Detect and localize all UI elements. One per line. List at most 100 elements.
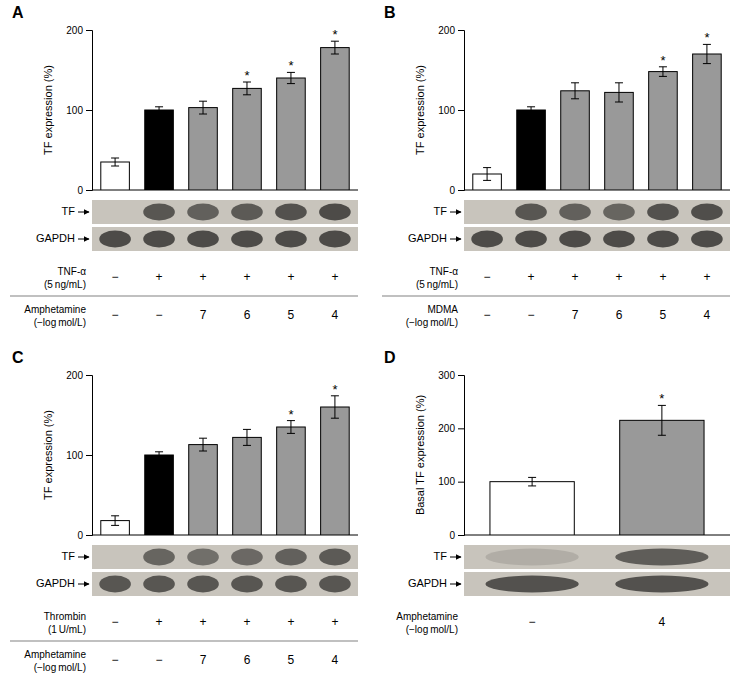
panel-label: D	[384, 349, 396, 366]
blot-band	[603, 231, 635, 248]
blot-band	[143, 549, 175, 566]
y-tick: 0	[77, 530, 92, 541]
row-value: −	[112, 615, 119, 629]
blot-arrow	[78, 212, 89, 213]
error-bar	[615, 83, 623, 102]
row-value: +	[243, 270, 250, 284]
row-label: TNF-α	[57, 266, 86, 277]
y-tick: 200	[66, 25, 92, 36]
significance-mark: *	[288, 407, 293, 422]
y-tick-mark	[458, 30, 464, 31]
row-value: +	[156, 270, 163, 284]
blot: TF	[434, 545, 730, 569]
y-tick: 100	[66, 450, 92, 461]
row-value: +	[528, 270, 535, 284]
blot-band	[691, 204, 723, 221]
y-tick-label: 100	[66, 105, 83, 116]
blot-band	[319, 231, 351, 248]
y-tick-label: 0	[77, 185, 83, 196]
blot-background	[92, 572, 358, 596]
blot-arrow	[450, 239, 461, 240]
bar	[605, 92, 634, 190]
y-tick-mark	[458, 375, 464, 376]
x-axis-line	[464, 190, 730, 191]
row-value: 6	[244, 653, 251, 667]
y-tick: 100	[66, 105, 92, 116]
blot-band	[143, 231, 175, 248]
blot-band	[231, 231, 263, 248]
blot: GAPDH	[36, 572, 358, 596]
significance-mark: *	[288, 58, 293, 73]
row-value: 7	[200, 653, 207, 667]
x-axis-line	[92, 535, 358, 536]
blot-label: TF	[434, 550, 448, 562]
blot-background	[464, 200, 730, 224]
blot: TF	[62, 545, 358, 569]
blot: TF	[434, 200, 730, 224]
blot-band	[143, 204, 175, 221]
row-value: +	[200, 270, 207, 284]
plot-area	[490, 405, 704, 535]
row-value: −	[484, 308, 491, 322]
panel-label: B	[384, 4, 396, 21]
bar	[321, 407, 350, 535]
blot-label: GAPDH	[408, 577, 447, 589]
blot-background	[464, 227, 730, 251]
blot-band	[319, 204, 351, 221]
blot-background	[464, 545, 730, 569]
error-bar	[528, 477, 536, 486]
error-bar	[111, 516, 119, 526]
row-value: 4	[659, 615, 666, 629]
blot-label: GAPDH	[408, 232, 447, 244]
blot: GAPDH	[36, 227, 358, 251]
blot-label: TF	[62, 205, 76, 217]
y-axis-line	[458, 376, 465, 536]
blot-band	[485, 576, 578, 593]
blot-arrow	[450, 212, 461, 213]
row-value: −	[112, 270, 119, 284]
plot-area	[101, 396, 349, 535]
y-axis: 0 100 200	[66, 370, 92, 541]
y-tick-mark	[86, 190, 92, 191]
error-bar	[659, 67, 667, 77]
bar	[145, 455, 174, 535]
plot-area	[101, 41, 349, 190]
row-label: (−log mol/L)	[34, 662, 86, 673]
bar	[189, 108, 218, 190]
bar	[517, 110, 546, 190]
bar	[233, 437, 262, 535]
error-bar	[287, 421, 295, 434]
label-row: Amphetamine(−log mol/L)−4	[396, 611, 665, 635]
error-bar	[287, 72, 295, 83]
significance-mark: *	[704, 30, 709, 45]
panel-label: A	[12, 4, 24, 21]
row-value: +	[703, 270, 710, 284]
row-divider	[10, 641, 358, 642]
blot-background	[92, 545, 358, 569]
y-axis-title: TF expression (%)	[42, 65, 54, 155]
y-tick-label: 100	[438, 476, 455, 487]
panel: B0100200TF expression (%)**TFGAPDHTNF-α(…	[382, 4, 730, 328]
blot-background	[92, 227, 358, 251]
y-axis: 0100200	[438, 25, 464, 196]
blot-arrow	[78, 584, 89, 585]
row-value: 4	[332, 308, 339, 322]
bar	[620, 420, 704, 535]
blot-band	[275, 204, 307, 221]
row-value: 4	[704, 308, 711, 322]
significance-mark: *	[660, 53, 665, 68]
row-value: +	[331, 615, 338, 629]
blot-label: GAPDH	[36, 577, 75, 589]
row-value: −	[156, 653, 163, 667]
error-bar	[155, 107, 163, 113]
blot-band	[143, 576, 175, 593]
error-bar	[199, 101, 207, 114]
row-value: 7	[572, 308, 579, 322]
row-value: −	[528, 308, 535, 322]
y-tick: 200	[66, 370, 92, 381]
row-value: 5	[288, 653, 295, 667]
error-bar	[243, 82, 251, 95]
blot: GAPDH	[408, 572, 730, 596]
blot-band	[485, 549, 578, 566]
row-value: +	[659, 270, 666, 284]
